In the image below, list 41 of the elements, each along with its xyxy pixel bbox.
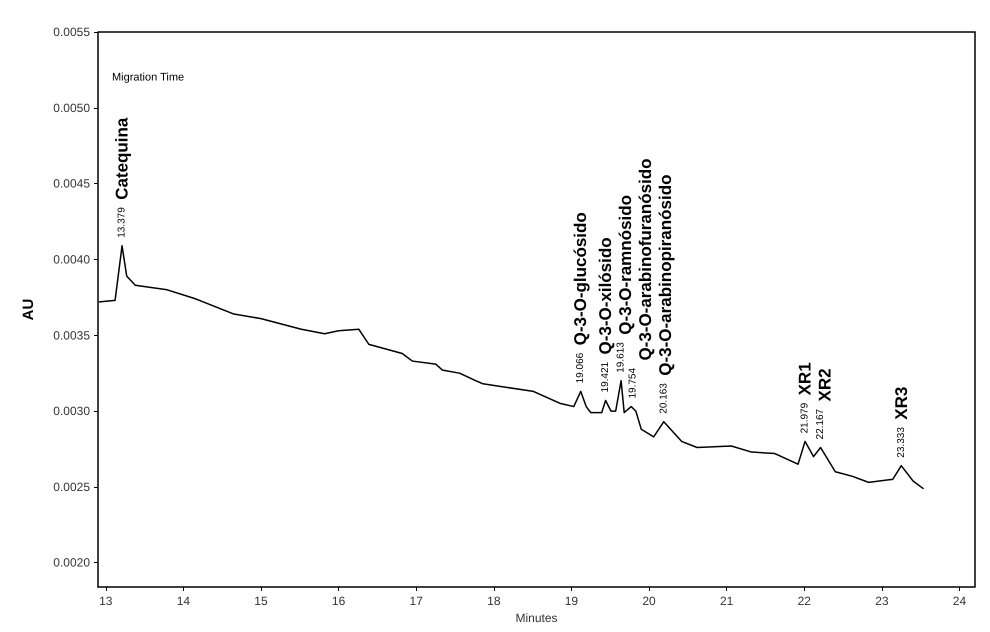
y-tick-label: 0.0050 (53, 100, 90, 115)
x-tick-label: 20 (642, 594, 656, 608)
annotation: 19.754 (628, 368, 639, 399)
x-tick-label: 16 (332, 594, 346, 608)
annotation: Migration Time (112, 72, 184, 84)
y-tick-label: 0.0040 (53, 252, 90, 266)
annotation: 22.167 (815, 408, 826, 440)
annotation: 19.613 (616, 342, 627, 373)
x-tick-label: 14 (176, 594, 190, 608)
annotation: 19.421 (600, 361, 612, 392)
annotation: XR3 (892, 386, 911, 420)
annotation: 21.979 (800, 402, 811, 434)
annotation: Q-3-O-glucósido (571, 212, 590, 346)
annotation: XR2 (816, 368, 835, 402)
x-tick-label: 23 (875, 594, 889, 608)
x-tick-label: 22 (798, 594, 812, 608)
y-tick-label: 0.0035 (53, 328, 90, 342)
x-tick-label: 17 (410, 594, 424, 608)
x-tick-label: 21 (720, 594, 734, 608)
annotation: Q-3-O-xilósido (596, 237, 616, 354)
y-tick-label: 0.0055 (53, 25, 90, 39)
annotation: 23.333 (896, 426, 907, 458)
y-tick-label: 0.0045 (53, 176, 90, 191)
y-tick-label: 0.0030 (53, 404, 90, 418)
annotation: 13.379 (116, 206, 128, 238)
annotation: 19.066 (575, 352, 586, 384)
annotation: Q-3-O-arabinofuranósido (636, 158, 656, 361)
x-tick-label: 15 (254, 594, 268, 608)
x-tick-label: 13 (99, 594, 113, 608)
annotation: 20.163 (658, 382, 670, 414)
annotation: Q-3-O-ramnósido (616, 194, 636, 335)
y-tick-label: 0.0020 (53, 556, 90, 570)
x-tick-label: 18 (487, 594, 501, 608)
y-axis-title: AU (20, 298, 37, 320)
x-tick-label: 24 (952, 594, 966, 608)
annotation: XR1 (796, 362, 815, 396)
x-tick-label: 19 (564, 594, 578, 608)
x-axis-title: Minutes (515, 610, 558, 625)
annotation: Catequina (112, 117, 132, 200)
y-tick-label: 0.0025 (53, 480, 90, 494)
annotation: Q-3-O-arabinopiranósido (656, 174, 676, 376)
